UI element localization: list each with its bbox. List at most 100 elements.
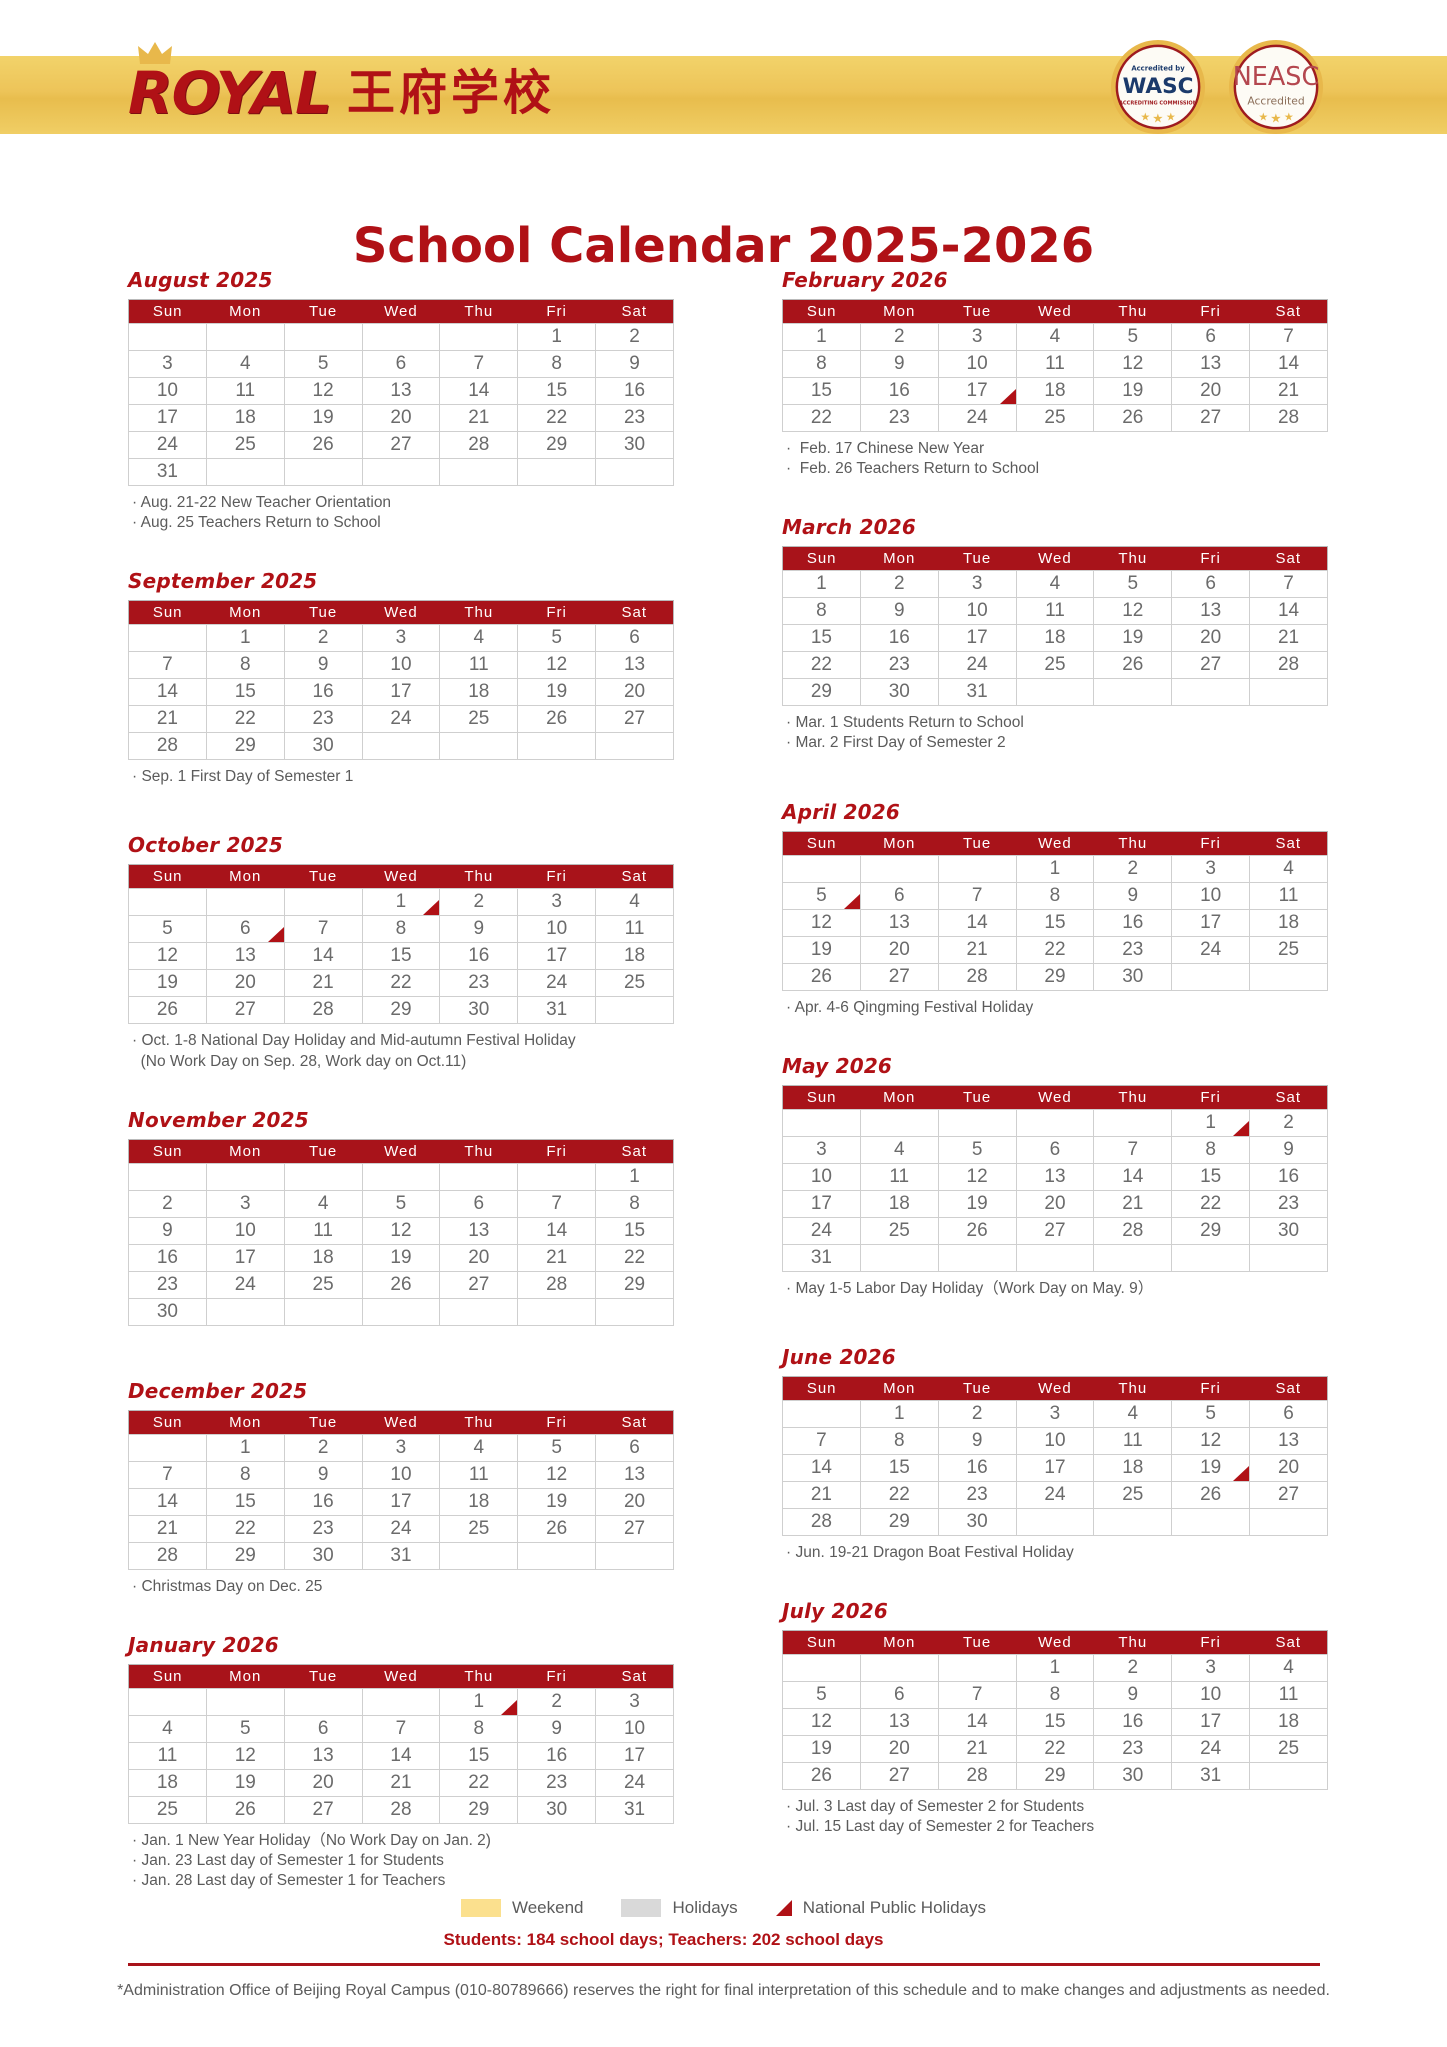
day-cell-7[interactable]: 7 (361, 1714, 441, 1743)
day-cell-2[interactable]: 2 (937, 1399, 1017, 1428)
day-cell-9[interactable]: 9 (128, 1216, 207, 1245)
day-cell-24[interactable]: 24 (1015, 1480, 1095, 1509)
day-cell-15[interactable]: 15 (361, 942, 441, 971)
day-cell-18[interactable]: 18 (128, 1768, 207, 1797)
day-cell-23[interactable]: 23 (128, 1270, 207, 1299)
day-cell-11[interactable]: 11 (1249, 881, 1328, 910)
day-cell-17[interactable]: 17 (1171, 908, 1251, 937)
day-cell-14[interactable]: 14 (128, 1487, 207, 1516)
day-cell-2[interactable]: 2 (517, 1687, 597, 1716)
day-cell-1[interactable]: 1 (782, 570, 861, 599)
day-cell-5[interactable]: 5 (782, 1680, 861, 1709)
day-cell-26[interactable]: 26 (205, 1795, 285, 1824)
day-cell-26[interactable]: 26 (283, 431, 363, 459)
day-cell-14[interactable]: 14 (361, 1741, 441, 1770)
day-cell-2[interactable]: 2 (859, 570, 939, 599)
day-cell-3[interactable]: 3 (517, 888, 597, 917)
day-cell-15[interactable]: 15 (595, 1216, 674, 1245)
day-cell-24[interactable]: 24 (361, 705, 441, 734)
day-cell-16[interactable]: 16 (859, 377, 939, 405)
day-cell-4[interactable]: 4 (595, 888, 674, 917)
day-cell-11[interactable]: 11 (1015, 597, 1095, 626)
day-cell-11[interactable]: 11 (859, 1162, 939, 1191)
day-cell-29[interactable]: 29 (361, 996, 441, 1025)
day-cell-4[interactable]: 4 (1249, 1653, 1328, 1682)
day-cell-4[interactable]: 4 (859, 1135, 939, 1164)
day-cell-3[interactable]: 3 (595, 1687, 674, 1716)
day-cell-20[interactable]: 20 (1249, 1453, 1328, 1482)
day-cell-27[interactable]: 27 (595, 705, 674, 734)
day-cell-8[interactable]: 8 (1171, 1135, 1251, 1164)
day-cell-19[interactable]: 19 (782, 1734, 861, 1763)
day-cell-30[interactable]: 30 (859, 678, 939, 707)
day-cell-8[interactable]: 8 (361, 915, 441, 944)
day-cell-8[interactable]: 8 (1015, 1680, 1095, 1709)
day-cell-16[interactable]: 16 (1093, 1707, 1173, 1736)
day-cell-11[interactable]: 11 (439, 651, 519, 680)
day-cell-26[interactable]: 26 (1093, 404, 1173, 432)
day-cell-22[interactable]: 22 (782, 404, 861, 432)
day-cell-24[interactable]: 24 (595, 1768, 674, 1797)
day-cell-14[interactable]: 14 (1249, 597, 1328, 626)
day-cell-4[interactable]: 4 (205, 350, 285, 378)
day-cell-1[interactable]: 1 (205, 624, 285, 653)
day-cell-31[interactable]: 31 (517, 996, 597, 1025)
day-cell-26[interactable]: 26 (1171, 1480, 1251, 1509)
day-cell-8[interactable]: 8 (205, 1460, 285, 1489)
day-cell-24[interactable]: 24 (782, 1216, 861, 1245)
day-cell-1[interactable]: 1 (1015, 1653, 1095, 1682)
day-cell-12[interactable]: 12 (1093, 350, 1173, 378)
day-cell-17[interactable]: 17 (1015, 1453, 1095, 1482)
day-cell-1[interactable]: 1 (517, 323, 597, 351)
day-cell-13[interactable]: 13 (361, 377, 441, 405)
day-cell-8[interactable]: 8 (205, 651, 285, 680)
day-cell-22[interactable]: 22 (205, 1514, 285, 1543)
day-cell-30[interactable]: 30 (128, 1297, 207, 1326)
day-cell-19[interactable]: 19 (937, 1189, 1017, 1218)
day-cell-2[interactable]: 2 (283, 624, 363, 653)
day-cell-11[interactable]: 11 (595, 915, 674, 944)
day-cell-4[interactable]: 4 (1093, 1399, 1173, 1428)
day-cell-29[interactable]: 29 (1015, 962, 1095, 991)
day-cell-24[interactable]: 24 (205, 1270, 285, 1299)
day-cell-27[interactable]: 27 (1171, 404, 1251, 432)
day-cell-20[interactable]: 20 (205, 969, 285, 998)
day-cell-10[interactable]: 10 (361, 651, 441, 680)
day-cell-26[interactable]: 26 (517, 705, 597, 734)
day-cell-13[interactable]: 13 (859, 908, 939, 937)
day-cell-28[interactable]: 28 (283, 996, 363, 1025)
day-cell-10[interactable]: 10 (205, 1216, 285, 1245)
day-cell-27[interactable]: 27 (361, 431, 441, 459)
day-cell-9[interactable]: 9 (283, 1460, 363, 1489)
day-cell-24[interactable]: 24 (1171, 935, 1251, 964)
day-cell-16[interactable]: 16 (283, 1487, 363, 1516)
day-cell-14[interactable]: 14 (1249, 350, 1328, 378)
day-cell-15[interactable]: 15 (782, 624, 861, 653)
day-cell-6[interactable]: 6 (361, 350, 441, 378)
day-cell-27[interactable]: 27 (859, 962, 939, 991)
day-cell-25[interactable]: 25 (1015, 651, 1095, 680)
day-cell-12[interactable]: 12 (1171, 1426, 1251, 1455)
day-cell-20[interactable]: 20 (859, 1734, 939, 1763)
day-cell-18[interactable]: 18 (1249, 1707, 1328, 1736)
day-cell-14[interactable]: 14 (1093, 1162, 1173, 1191)
day-cell-6[interactable]: 6 (439, 1189, 519, 1218)
day-cell-26[interactable]: 26 (782, 1761, 861, 1790)
day-cell-5[interactable]: 5 (205, 1714, 285, 1743)
day-cell-30[interactable]: 30 (937, 1507, 1017, 1536)
day-cell-14[interactable]: 14 (128, 678, 207, 707)
day-cell-7[interactable]: 7 (128, 1460, 207, 1489)
day-cell-6[interactable]: 6 (1249, 1399, 1328, 1428)
day-cell-5[interactable]: 5 (517, 1433, 597, 1462)
day-cell-21[interactable]: 21 (1249, 624, 1328, 653)
day-cell-27[interactable]: 27 (1171, 651, 1251, 680)
day-cell-23[interactable]: 23 (283, 705, 363, 734)
day-cell-7[interactable]: 7 (937, 881, 1017, 910)
day-cell-14[interactable]: 14 (782, 1453, 861, 1482)
day-cell-6[interactable]: 6 (595, 624, 674, 653)
day-cell-7[interactable]: 7 (1249, 570, 1328, 599)
day-cell-6[interactable]: 6 (1015, 1135, 1095, 1164)
day-cell-17[interactable]: 17 (937, 377, 1017, 405)
day-cell-4[interactable]: 4 (1015, 323, 1095, 351)
day-cell-11[interactable]: 11 (128, 1741, 207, 1770)
